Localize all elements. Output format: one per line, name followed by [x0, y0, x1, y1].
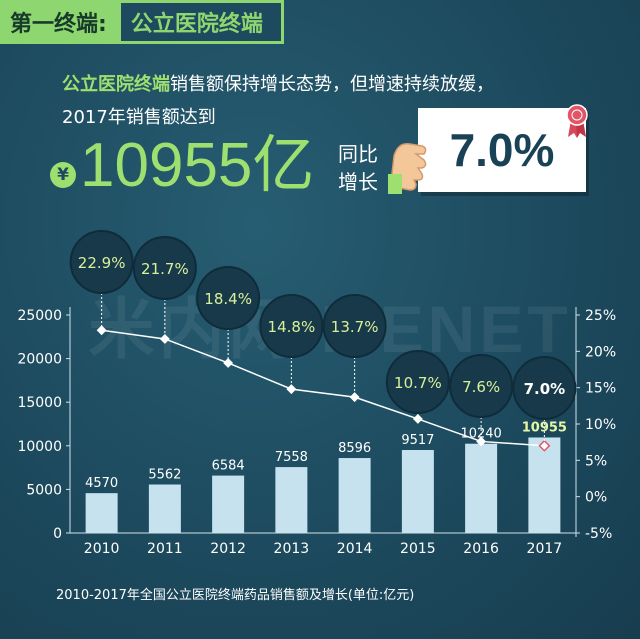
header-title: 公立医院终端 — [120, 0, 284, 44]
y-tick-label: 0 — [53, 526, 62, 542]
bar-value-label: 4570 — [85, 476, 118, 491]
award-ribbon-icon — [566, 104, 588, 138]
growth-point — [476, 436, 487, 447]
intro-line-2: 2017年销售额达到 — [62, 107, 216, 128]
bubble-label: 10.7% — [394, 374, 442, 392]
bubble — [385, 350, 450, 414]
bar-value-label: 7558 — [275, 450, 308, 465]
y2-tick-label: -5% — [585, 526, 612, 542]
bubble-label: 7.0% — [524, 380, 566, 398]
chart: 米内网 MENET 0500010000150002000025000-5%0%… — [17, 230, 616, 557]
growth-point — [538, 439, 551, 452]
yen-icon: ¥ — [50, 162, 76, 188]
bubble — [512, 356, 577, 420]
bar-value-label: 8596 — [338, 441, 371, 456]
y2-tick-label: 10% — [585, 417, 616, 433]
bubble — [322, 294, 387, 358]
growth-point — [286, 384, 297, 395]
bar — [85, 493, 118, 533]
intro-line-1: 公立医院终端销售额保持增长态势，但增速持续放缓， — [62, 70, 494, 96]
bubble-label: 14.8% — [268, 318, 316, 336]
bubble-label: 13.7% — [331, 318, 379, 336]
bar — [212, 475, 245, 533]
growth-value: 7.0% — [449, 124, 555, 176]
bar — [528, 437, 561, 533]
bar-value-label: 10955 — [522, 420, 567, 435]
growth-card: 7.0% — [418, 108, 586, 192]
bar — [275, 467, 308, 533]
x-tick-label: 2015 — [400, 541, 436, 557]
bar — [465, 443, 498, 533]
bubble — [259, 294, 324, 358]
growth-label: 同比增长 — [338, 142, 378, 194]
bar-value-label: 6584 — [212, 459, 245, 474]
growth-point — [159, 334, 170, 344]
x-tick-label: 2016 — [463, 541, 499, 557]
bubble — [449, 354, 514, 418]
header-banner: 第一终端: 公立医院终端 — [0, 0, 284, 44]
bar — [401, 450, 434, 533]
growth-line — [101, 329, 545, 447]
x-tick-label: 2011 — [147, 541, 183, 557]
growth-point — [223, 358, 234, 368]
y2-tick-label: 25% — [585, 308, 616, 324]
bar — [148, 484, 181, 533]
hand-icon — [388, 143, 427, 194]
y2-tick-label: 5% — [585, 453, 607, 469]
x-tick-label: 2010 — [84, 541, 120, 557]
header-tag: 第一终端: — [0, 0, 121, 44]
x-tick-label: 2012 — [210, 541, 246, 557]
bubble — [132, 236, 197, 300]
bar-value-label: 10240 — [460, 427, 501, 442]
y2-tick-label: 0% — [585, 490, 607, 506]
y-tick-label: 5000 — [26, 482, 62, 498]
y2-tick-label: 20% — [585, 344, 616, 360]
y2-tick-label: 15% — [585, 381, 616, 397]
x-tick-label: 2017 — [527, 541, 563, 557]
headline-value: 10955亿 — [80, 131, 315, 200]
bubble — [196, 266, 261, 330]
y-tick-label: 15000 — [17, 395, 62, 411]
y-tick-label: 20000 — [17, 352, 62, 368]
bar-value-label: 9517 — [401, 433, 434, 448]
bubble-label: 18.4% — [204, 290, 252, 308]
y-tick-label: 25000 — [17, 308, 62, 324]
bubble-label: 22.9% — [78, 254, 126, 272]
chart-caption: 2010-2017年全国公立医院终端药品销售额及增长(单位:亿元) — [56, 588, 415, 603]
bubble-label: 21.7% — [141, 260, 189, 278]
growth-point — [349, 392, 360, 403]
bubble-label: 7.6% — [462, 378, 500, 396]
intro-rest: 销售额保持增长态势，但增速持续放缓， — [170, 74, 494, 95]
bar — [338, 458, 371, 533]
bar-value-label: 5562 — [148, 467, 181, 482]
y-tick-label: 10000 — [17, 439, 62, 455]
x-tick-label: 2014 — [337, 541, 373, 557]
growth-point — [412, 413, 423, 424]
bubble — [69, 230, 134, 294]
x-tick-label: 2013 — [274, 541, 310, 557]
intro-highlight: 公立医院终端 — [62, 74, 170, 95]
